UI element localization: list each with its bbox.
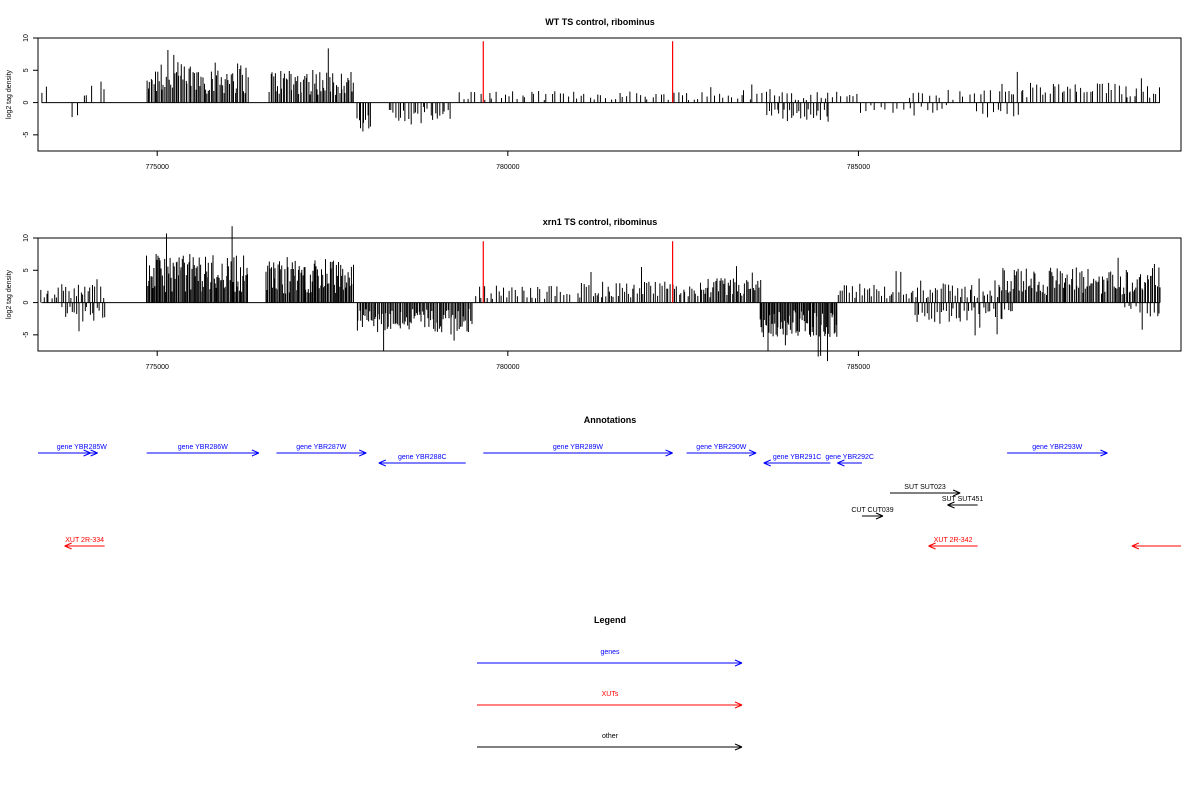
x-tick-label: 780000 [496,364,519,371]
feature-label: gene YBR286W [178,444,228,451]
signal-segment [146,50,249,103]
y-tick-label: 10 [23,34,30,42]
plot-frame [37,237,1182,352]
signal-segment [703,266,762,303]
track-panel-2: xrn1 TS control, ribominus log2 tag densi… [6,217,1182,371]
feature-label: gene YBR290W [696,444,746,451]
signal-segment [766,102,829,122]
x-tick-label: 785000 [847,164,870,171]
x-tick-label: 775000 [146,364,169,371]
signal-segment [458,84,858,103]
signal-segment [837,271,999,303]
annotations-title: Annotations [584,415,637,425]
y-axis-label: log2 tag density [6,69,13,119]
y-tick-label: 5 [23,68,30,72]
x-tick-label: 780000 [496,164,519,171]
signal-segment [475,285,571,303]
annotations-panel: Annotations gene YBR285W gene YBR286W gene … [38,415,1181,550]
track-panel-1: WT TS control, ribominus log2 tag density… [6,17,1182,171]
signal-segment [999,71,1160,103]
y-tick-label: 0 [23,301,30,305]
feature-label: gene YBR293W [1032,444,1082,451]
legend-item: genes [477,649,743,667]
feature-label: XUT 2R-342 [934,537,973,544]
y-tick-label: 0 [23,101,30,105]
signal-segment [356,102,371,132]
signal-segment [146,226,248,303]
signal-segment [356,302,473,351]
signal-segment [577,267,706,303]
signal-segment [976,102,1019,118]
legend: Legend genes XUTs other [477,615,743,751]
feature-label: SUT SUT451 [942,496,984,503]
y-tick-label: -5 [23,332,30,338]
track-title: xrn1 TS control, ribominus [543,217,658,227]
signal-segment [265,257,354,303]
legend-item: XUTs [477,691,743,709]
signal-segment [100,81,105,103]
feature-label: XUT 2R-334 [65,537,104,544]
feature-arrow: gene YBR288C [378,454,466,467]
feature-arrow: gene YBR290W [686,444,757,457]
y-tick-label: 5 [23,268,30,272]
legend-label: genes [600,649,620,656]
legend-title: Legend [594,615,626,625]
x-tick-label: 775000 [146,164,169,171]
y-tick-label: -5 [23,132,30,138]
feature-label: gene YBR287W [296,444,346,451]
feature-arrow: XUT 2R-342 [928,537,978,550]
feature-label: gene YBR288C [398,454,447,461]
signal-segment [388,102,451,125]
legend-item: other [477,733,743,751]
signal-segment [914,302,1013,336]
signal-segment [61,302,106,332]
feature-arrow: gene YBR287W [276,444,367,457]
feature-arrow: SUT SUT451 [942,496,984,509]
feature-arrow: gene YBR289W [483,444,673,457]
signal-segment [1124,302,1160,330]
legend-label: other [602,733,619,740]
feature-arrow: gene YBR286W [146,444,260,457]
signal-segment [71,102,78,118]
feature-arrow: gene YBR285W [57,444,107,457]
signal-segment [909,89,991,103]
track-title: WT TS control, ribominus [545,17,655,27]
signal-segment [41,86,47,103]
y-tick-label: 10 [23,234,30,242]
signal-segment [759,302,838,362]
feature-arrow: CUT CUT039 [851,507,894,520]
signal-segment [268,48,354,103]
signal-segment [40,279,105,303]
feature-label: CUT CUT039 [851,507,893,514]
signal-segment [83,85,93,103]
feature-arrow: gene YBR293W [1007,444,1108,457]
feature-arrow: XUT 2R-334 [64,537,105,550]
plot-frame [37,37,1182,152]
feature-arrow: gene YBR292C [825,454,874,467]
feature-label: gene YBR289W [553,444,603,451]
signal-segment [860,102,947,116]
feature-arrow [1131,542,1181,550]
feature-label: gene YBR292C [825,454,874,461]
feature-label: gene YBR291C [773,454,822,461]
feature-label: gene YBR285W [57,444,107,451]
feature-arrow: SUT SUT023 [889,484,961,497]
signal-bars [40,226,1161,362]
feature-label: SUT SUT023 [904,484,946,491]
x-tick-label: 785000 [847,364,870,371]
signal-segment [998,257,1161,303]
legend-label: XUTs [602,691,619,698]
signal-bars [41,48,1160,132]
y-axis-label: log2 tag density [6,269,13,319]
feature-arrow: gene YBR291C [763,454,831,467]
